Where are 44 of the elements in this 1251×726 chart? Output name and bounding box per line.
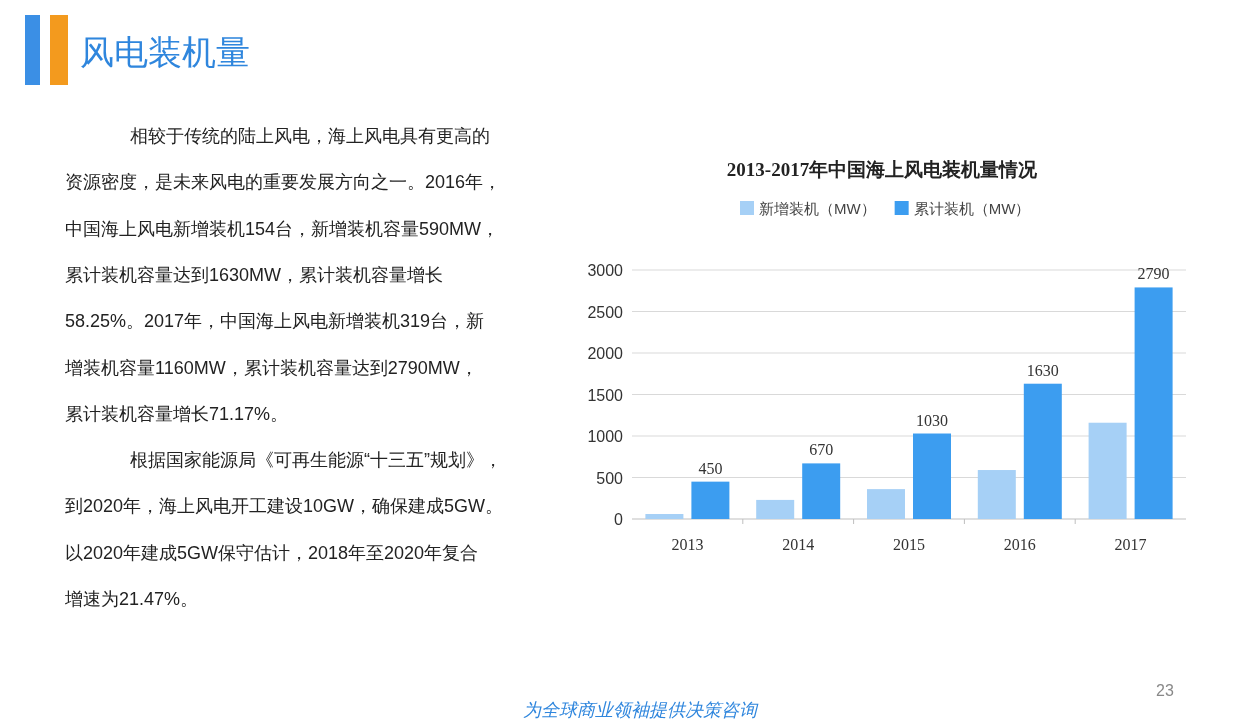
y-tick-label: 0 xyxy=(614,511,624,528)
x-tick-label: 2016 xyxy=(1003,536,1036,553)
data-label: 450 xyxy=(698,459,723,477)
chart-title: 2013-2017年中国海上风电装机量情况 xyxy=(726,159,1039,180)
legend-label: 累计装机（MW） xyxy=(913,200,1031,217)
data-label: 1630 xyxy=(1026,361,1059,379)
text: 增速为21.47%。 xyxy=(64,589,199,609)
y-tick-label: 1500 xyxy=(587,386,624,404)
text: 累计装机容量增长71.17%。 xyxy=(65,403,289,424)
text: 23 xyxy=(1156,682,1174,699)
bar xyxy=(645,514,684,519)
text: 风电装机量 xyxy=(80,33,250,71)
bar xyxy=(1134,287,1173,519)
x-tick-label: 2014 xyxy=(782,536,815,553)
data-label: 1030 xyxy=(916,411,948,429)
text: 为全球商业领袖提供决策咨询 xyxy=(523,700,759,720)
bar xyxy=(977,470,1016,519)
data-label: 670 xyxy=(809,441,834,459)
text: 增装机容量1160MW，累计装机容量达到2790MW， xyxy=(64,357,478,378)
x-tick-label: 2015 xyxy=(893,536,925,553)
y-tick-label: 2000 xyxy=(587,345,624,362)
bar xyxy=(756,499,795,519)
text: 到2020年，海上风电开工建设10GW，确保建成5GW。 xyxy=(65,496,504,517)
text: 根据国家能源局《可再生能源“十三五”规划》， xyxy=(130,450,502,471)
text: 中国海上风电新增装机154台，新增装机容量590MW， xyxy=(65,218,500,239)
bar xyxy=(802,463,841,519)
x-tick-label: 2017 xyxy=(1114,536,1147,553)
text: 以2020年建成5GW保守估计，2018年至2020年复合 xyxy=(65,542,479,563)
text: 58.25%。2017年，中国海上风电新增装机319台，新 xyxy=(65,311,485,332)
bar xyxy=(913,433,951,519)
y-tick-label: 1000 xyxy=(587,428,624,445)
bar xyxy=(1088,422,1127,519)
text: 累计装机容量达到1630MW，累计装机容量增长 xyxy=(65,264,444,285)
legend-label: 新增装机（MW） xyxy=(759,200,876,217)
text: 资源密度，是未来风电的重要发展方向之一。2016年， xyxy=(65,172,502,193)
y-tick-label: 500 xyxy=(596,469,624,487)
bar xyxy=(867,489,905,519)
bar xyxy=(1023,383,1062,519)
x-tick-label: 2013 xyxy=(671,536,704,553)
y-tick-label: 2500 xyxy=(587,303,624,321)
data-label: 2790 xyxy=(1137,265,1170,283)
bar xyxy=(691,481,730,519)
text: 相较于传统的陆上风电，海上风电具有更高的 xyxy=(130,126,490,146)
y-tick-label: 3000 xyxy=(587,262,624,279)
